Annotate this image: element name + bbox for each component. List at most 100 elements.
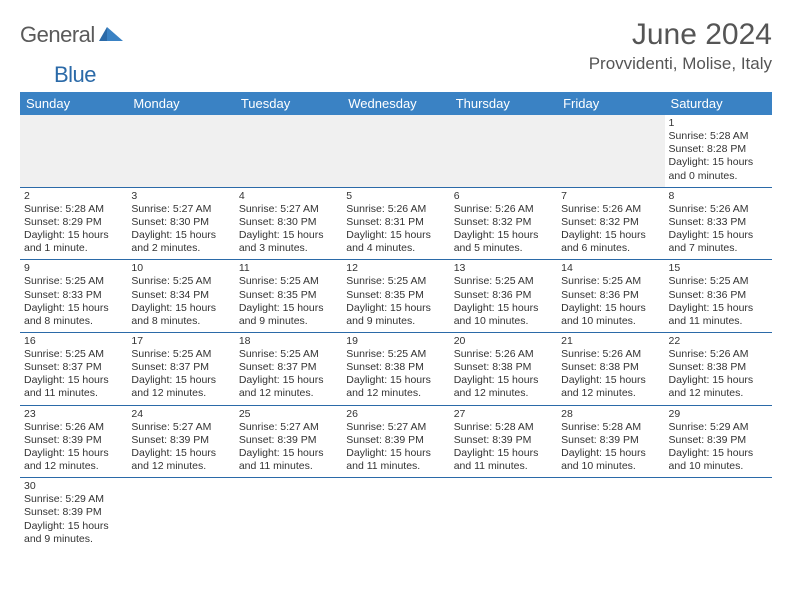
daylight-line: Daylight: 15 hours and 4 minutes. [346, 229, 445, 255]
day-number: 24 [131, 408, 143, 420]
sunset-line: Sunset: 8:37 PM [131, 361, 230, 374]
day-cell: 2Sunrise: 5:28 AMSunset: 8:29 PMDaylight… [20, 187, 127, 260]
sunset-line: Sunset: 8:39 PM [239, 434, 338, 447]
day-number: 27 [454, 408, 466, 420]
sunrise-line: Sunrise: 5:25 AM [669, 275, 768, 288]
daylight-line: Daylight: 15 hours and 1 minute. [24, 229, 123, 255]
sunrise-line: Sunrise: 5:26 AM [561, 203, 660, 216]
logo-text-general: General [20, 22, 95, 48]
day-number: 23 [24, 408, 36, 420]
empty-cell [557, 478, 664, 550]
empty-cell [342, 115, 449, 187]
daylight-line: Daylight: 15 hours and 10 minutes. [561, 302, 660, 328]
empty-cell [127, 478, 234, 550]
day-number: 29 [669, 408, 681, 420]
day-cell: 29Sunrise: 5:29 AMSunset: 8:39 PMDayligh… [665, 405, 772, 478]
daylight-line: Daylight: 15 hours and 10 minutes. [561, 447, 660, 473]
calendar-row: 9Sunrise: 5:25 AMSunset: 8:33 PMDaylight… [20, 260, 772, 333]
empty-cell [450, 115, 557, 187]
sunset-line: Sunset: 8:34 PM [131, 289, 230, 302]
logo-line2: Blue [54, 62, 154, 88]
day-cell: 26Sunrise: 5:27 AMSunset: 8:39 PMDayligh… [342, 405, 449, 478]
sunset-line: Sunset: 8:33 PM [669, 216, 768, 229]
day-number: 4 [239, 190, 245, 202]
sunset-line: Sunset: 8:32 PM [561, 216, 660, 229]
empty-cell [235, 115, 342, 187]
day-number: 22 [669, 335, 681, 347]
daylight-line: Daylight: 15 hours and 11 minutes. [669, 302, 768, 328]
day-number: 18 [239, 335, 251, 347]
daylight-line: Daylight: 15 hours and 5 minutes. [454, 229, 553, 255]
sunrise-line: Sunrise: 5:27 AM [131, 203, 230, 216]
daylight-line: Daylight: 15 hours and 9 minutes. [239, 302, 338, 328]
day-number: 25 [239, 408, 251, 420]
day-number: 26 [346, 408, 358, 420]
daylight-line: Daylight: 15 hours and 12 minutes. [454, 374, 553, 400]
day-cell: 4Sunrise: 5:27 AMSunset: 8:30 PMDaylight… [235, 187, 342, 260]
sunrise-line: Sunrise: 5:26 AM [454, 203, 553, 216]
day-cell: 13Sunrise: 5:25 AMSunset: 8:36 PMDayligh… [450, 260, 557, 333]
day-number: 19 [346, 335, 358, 347]
day-number: 11 [239, 262, 250, 274]
day-cell: 22Sunrise: 5:26 AMSunset: 8:38 PMDayligh… [665, 332, 772, 405]
sunrise-line: Sunrise: 5:26 AM [561, 348, 660, 361]
day-cell: 14Sunrise: 5:25 AMSunset: 8:36 PMDayligh… [557, 260, 664, 333]
weekday-header-row: SundayMondayTuesdayWednesdayThursdayFrid… [20, 92, 772, 115]
sunrise-line: Sunrise: 5:25 AM [24, 348, 123, 361]
day-cell: 10Sunrise: 5:25 AMSunset: 8:34 PMDayligh… [127, 260, 234, 333]
daylight-line: Daylight: 15 hours and 12 minutes. [24, 447, 123, 473]
day-cell: 18Sunrise: 5:25 AMSunset: 8:37 PMDayligh… [235, 332, 342, 405]
sunset-line: Sunset: 8:39 PM [669, 434, 768, 447]
sunset-line: Sunset: 8:39 PM [24, 434, 123, 447]
day-number: 17 [131, 335, 143, 347]
calendar-row: 23Sunrise: 5:26 AMSunset: 8:39 PMDayligh… [20, 405, 772, 478]
day-number: 28 [561, 408, 573, 420]
sunrise-line: Sunrise: 5:27 AM [131, 421, 230, 434]
logo: General [20, 22, 125, 48]
day-cell: 28Sunrise: 5:28 AMSunset: 8:39 PMDayligh… [557, 405, 664, 478]
day-number: 15 [669, 262, 681, 274]
day-cell: 1Sunrise: 5:28 AMSunset: 8:28 PMDaylight… [665, 115, 772, 187]
daylight-line: Daylight: 15 hours and 12 minutes. [131, 374, 230, 400]
empty-cell [450, 478, 557, 550]
logo-mark-icon [99, 23, 125, 48]
sunrise-line: Sunrise: 5:28 AM [454, 421, 553, 434]
sunset-line: Sunset: 8:39 PM [561, 434, 660, 447]
calendar-table: SundayMondayTuesdayWednesdayThursdayFrid… [20, 92, 772, 550]
calendar-row: 2Sunrise: 5:28 AMSunset: 8:29 PMDaylight… [20, 187, 772, 260]
sunrise-line: Sunrise: 5:26 AM [669, 203, 768, 216]
day-number: 20 [454, 335, 466, 347]
daylight-line: Daylight: 15 hours and 10 minutes. [454, 302, 553, 328]
weekday-header: Friday [557, 92, 664, 115]
sunset-line: Sunset: 8:38 PM [561, 361, 660, 374]
sunset-line: Sunset: 8:37 PM [24, 361, 123, 374]
day-number: 7 [561, 190, 567, 202]
sunset-line: Sunset: 8:39 PM [346, 434, 445, 447]
day-number: 14 [561, 262, 573, 274]
sunset-line: Sunset: 8:30 PM [131, 216, 230, 229]
month-title: June 2024 [589, 18, 772, 52]
sunset-line: Sunset: 8:35 PM [346, 289, 445, 302]
daylight-line: Daylight: 15 hours and 0 minutes. [669, 156, 768, 182]
empty-cell [665, 478, 772, 550]
day-cell: 11Sunrise: 5:25 AMSunset: 8:35 PMDayligh… [235, 260, 342, 333]
day-cell: 30Sunrise: 5:29 AMSunset: 8:39 PMDayligh… [20, 478, 127, 550]
sunrise-line: Sunrise: 5:25 AM [561, 275, 660, 288]
daylight-line: Daylight: 15 hours and 9 minutes. [24, 520, 123, 546]
sunrise-line: Sunrise: 5:25 AM [239, 348, 338, 361]
daylight-line: Daylight: 15 hours and 11 minutes. [24, 374, 123, 400]
sunrise-line: Sunrise: 5:26 AM [346, 203, 445, 216]
sunrise-line: Sunrise: 5:26 AM [669, 348, 768, 361]
calendar-body: 1Sunrise: 5:28 AMSunset: 8:28 PMDaylight… [20, 115, 772, 550]
daylight-line: Daylight: 15 hours and 12 minutes. [669, 374, 768, 400]
day-number: 13 [454, 262, 466, 274]
sunrise-line: Sunrise: 5:28 AM [561, 421, 660, 434]
weekday-header: Monday [127, 92, 234, 115]
day-number: 1 [669, 117, 675, 129]
empty-cell [557, 115, 664, 187]
daylight-line: Daylight: 15 hours and 6 minutes. [561, 229, 660, 255]
day-cell: 15Sunrise: 5:25 AMSunset: 8:36 PMDayligh… [665, 260, 772, 333]
calendar-row: 1Sunrise: 5:28 AMSunset: 8:28 PMDaylight… [20, 115, 772, 187]
daylight-line: Daylight: 15 hours and 12 minutes. [346, 374, 445, 400]
weekday-header: Tuesday [235, 92, 342, 115]
